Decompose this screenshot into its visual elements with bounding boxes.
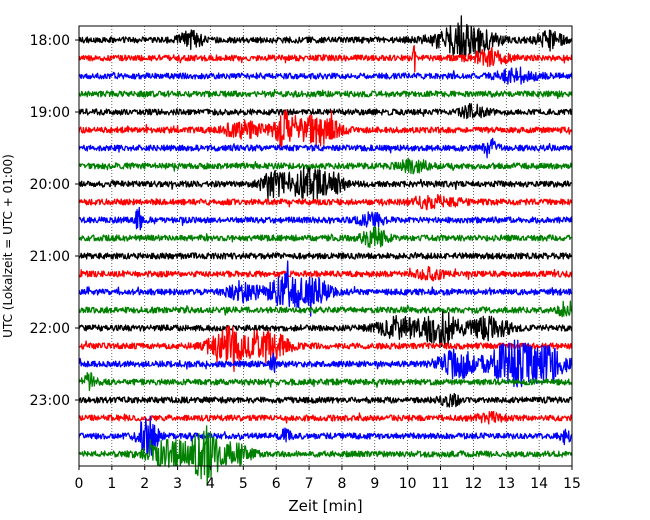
y-tick-label: 23:00 bbox=[30, 393, 70, 409]
trace-2330 bbox=[78, 415, 573, 457]
trace-2145 bbox=[78, 300, 573, 318]
trace-2030 bbox=[78, 206, 573, 231]
y-tick-label: 20:00 bbox=[30, 177, 70, 193]
y-axis-ticks: 18:00 19:00 20:00 21:00 22:00 23:00 bbox=[30, 33, 79, 409]
x-tick-label: 7 bbox=[305, 476, 314, 492]
x-tick-label: 14 bbox=[530, 476, 548, 492]
trace-2215 bbox=[78, 325, 573, 373]
x-tick-label: 15 bbox=[563, 476, 581, 492]
x-tick-label: 9 bbox=[370, 476, 379, 492]
trace-2245 bbox=[78, 372, 573, 392]
trace-1815 bbox=[78, 45, 573, 73]
x-tick-label: 11 bbox=[432, 476, 450, 492]
x-tick-label: 0 bbox=[75, 476, 84, 492]
trace-1800 bbox=[78, 15, 573, 59]
y-tick-label: 21:00 bbox=[30, 249, 70, 265]
x-tick-label: 13 bbox=[497, 476, 515, 492]
x-tick-label: 10 bbox=[399, 476, 417, 492]
trace-1930 bbox=[78, 137, 573, 159]
y-tick-label: 19:00 bbox=[30, 105, 70, 121]
vertical-grid bbox=[111, 26, 540, 466]
x-tick-label: 6 bbox=[272, 476, 281, 492]
trace-1915 bbox=[78, 109, 573, 149]
trace-2100 bbox=[78, 251, 573, 260]
x-tick-label: 1 bbox=[107, 476, 116, 492]
trace-2015 bbox=[78, 193, 573, 211]
trace-2045 bbox=[78, 226, 573, 249]
trace-2200 bbox=[78, 310, 573, 348]
plot-frame bbox=[78, 25, 573, 467]
trace-1900 bbox=[78, 102, 573, 120]
x-tick-label: 2 bbox=[140, 476, 149, 492]
trace-2345 bbox=[78, 425, 573, 487]
y-tick-label: 18:00 bbox=[30, 33, 70, 49]
trace-2115 bbox=[78, 265, 573, 282]
x-tick-label: 3 bbox=[173, 476, 182, 492]
trace-2300 bbox=[78, 392, 573, 408]
x-axis-label: Zeit [min] bbox=[288, 497, 362, 515]
seismogram-traces bbox=[78, 15, 573, 487]
plot-background bbox=[79, 26, 572, 466]
x-tick-label: 4 bbox=[206, 476, 215, 492]
y-axis-label: UTC (Lokalzeit = UTC + 01:00) bbox=[1, 154, 15, 338]
trace-2315 bbox=[78, 410, 573, 425]
x-tick-label: 5 bbox=[239, 476, 248, 492]
trace-1945 bbox=[78, 157, 573, 175]
trace-2000 bbox=[78, 167, 573, 202]
trace-2230 bbox=[78, 339, 573, 388]
y-tick-label: 22:00 bbox=[30, 321, 70, 337]
trace-1845 bbox=[78, 88, 573, 100]
x-tick-label: 8 bbox=[337, 476, 346, 492]
x-axis-ticks: 0 1 2 3 4 5 6 7 8 9 10 11 12 13 14 15 bbox=[75, 466, 581, 492]
x-tick-label: 12 bbox=[464, 476, 482, 492]
trace-1830 bbox=[78, 66, 573, 85]
trace-2130 bbox=[78, 260, 573, 317]
